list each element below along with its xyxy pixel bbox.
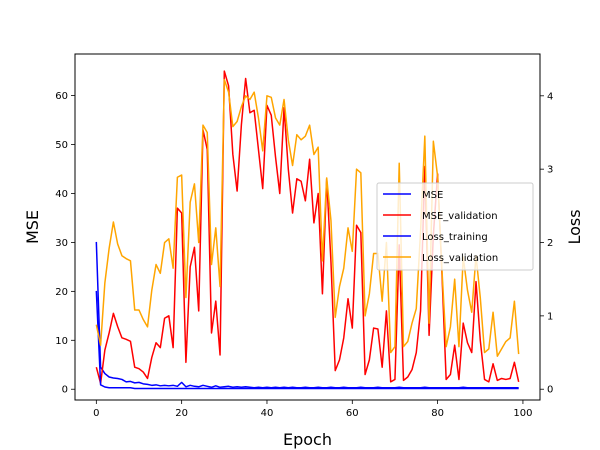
legend-label: MSE [422, 190, 443, 201]
y-left-tick-label: 50 [55, 140, 68, 151]
legend-label: Loss_training [422, 232, 488, 243]
legend-label: MSE_validation [422, 211, 498, 222]
y-axis-left: 0 10 20 30 40 50 60 [55, 91, 75, 396]
plot-lines [95, 70, 520, 390]
y-axis-right: 0 1 2 3 4 [540, 91, 553, 396]
x-tick-label: 60 [346, 408, 359, 419]
x-tick-label: 80 [431, 408, 444, 419]
y-left-tick-label: 20 [55, 287, 68, 298]
y-left-tick-label: 30 [55, 238, 68, 249]
legend-box [376, 182, 534, 271]
y-right-tick-label: 3 [547, 165, 553, 176]
legend-label: Loss_validation [422, 253, 498, 264]
y-right-tick-label: 1 [547, 311, 553, 322]
x-tick-label: 0 [93, 408, 99, 419]
x-axis-title: Epoch [283, 430, 332, 449]
y-right-tick-label: 0 [547, 385, 553, 396]
y-right-tick-label: 4 [547, 91, 553, 102]
series-line-mse-validation [95, 70, 520, 385]
y-axis-right-title: Loss [565, 209, 584, 244]
x-tick-label: 100 [513, 408, 532, 419]
y-left-tick-label: 40 [55, 189, 68, 200]
y-axis-left-title: MSE [23, 210, 42, 244]
legend-entries: MSE MSE_validation Loss_training Loss_valid… [383, 190, 498, 264]
x-axis: 0 20 40 60 80 100 [93, 400, 532, 419]
legend: MSE MSE_validation Loss_training Loss_valid… [376, 182, 534, 271]
y-left-tick-label: 60 [55, 91, 68, 102]
y-left-tick-label: 10 [55, 336, 68, 347]
y-left-tick-label: 0 [62, 385, 68, 396]
y-right-tick-label: 2 [547, 238, 553, 249]
plot-frame [74, 53, 541, 401]
x-tick-label: 20 [175, 408, 188, 419]
x-tick-label: 40 [261, 408, 274, 419]
series-line-loss-training [95, 290, 519, 390]
series-line-loss-validation [95, 78, 520, 357]
